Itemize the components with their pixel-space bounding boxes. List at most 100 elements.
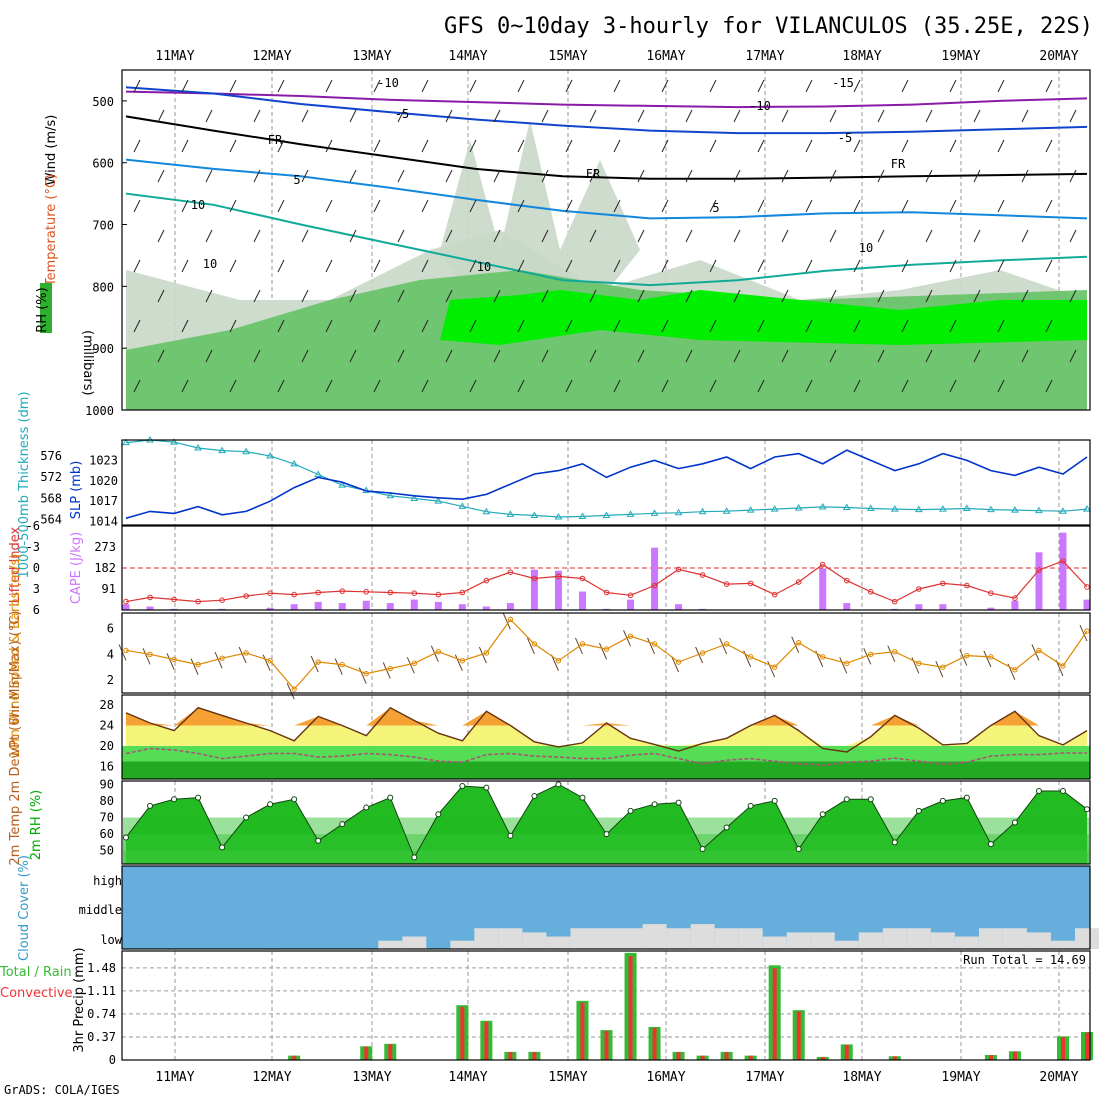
wind-barb — [277, 139, 285, 153]
wind-speed-point — [411, 660, 417, 667]
wind-barb — [277, 379, 285, 393]
wind-barb-10m — [767, 660, 776, 678]
run-total-label: Run Total = 14.69 — [963, 953, 1086, 967]
wind-barb — [301, 109, 309, 123]
wind-barb — [493, 349, 501, 363]
thickness-point — [242, 447, 251, 455]
precip-convective-bar — [532, 1052, 537, 1060]
thickness-point — [338, 481, 347, 488]
li-tick-label: 6 — [33, 603, 40, 617]
wind-barb — [373, 199, 381, 213]
wind-barb — [157, 109, 165, 123]
wind-barb — [685, 349, 693, 363]
slp-tick-label: 1023 — [89, 453, 118, 467]
date-label-top: 18MAY — [842, 49, 881, 64]
wind-barb-10m — [262, 654, 271, 671]
contour-label: 10 — [203, 257, 217, 271]
wind-speed-point — [123, 647, 129, 654]
top-date-axis: 11MAY 12MAY 13MAY 14MAY 15MAY 16MAY 17MAY 18MAY… — [155, 49, 1078, 64]
wind-barb — [349, 169, 357, 183]
precip-convective-bar — [892, 1056, 897, 1060]
date-label-top: 11MAY — [155, 49, 194, 64]
wind-speed-point — [699, 650, 706, 656]
wind-speed-point — [747, 654, 754, 660]
low-cloud-bar — [642, 924, 667, 949]
wind-barb — [613, 259, 621, 273]
li-point — [771, 591, 778, 598]
wind-barb — [1045, 259, 1053, 273]
precip-tick-label: 0.37 — [87, 1030, 116, 1044]
temperature-isoline — [125, 192, 1088, 287]
wind-barb — [973, 349, 981, 363]
rh-point — [507, 832, 514, 839]
li-point — [1036, 567, 1042, 573]
precip-convective-bar — [508, 1052, 513, 1060]
wind-barb — [469, 259, 477, 273]
wind-barb — [661, 79, 669, 93]
cape-axis-title: CAPE (J/kg) — [69, 532, 84, 604]
wind-barb — [1045, 199, 1053, 213]
wind-barb — [733, 289, 741, 303]
wind-barb-10m — [526, 637, 535, 655]
wind-barb — [253, 349, 261, 363]
li-point — [603, 589, 610, 596]
thickness-point — [506, 510, 515, 517]
wind-barb — [421, 259, 429, 273]
temp-band-lower — [122, 761, 1090, 779]
wind-speed-point — [892, 649, 898, 655]
date-label-top: 15MAY — [548, 49, 587, 64]
cape-bar — [651, 547, 659, 610]
wind-barb — [133, 319, 141, 333]
rh-point — [459, 782, 466, 789]
li-tick-label: -6 — [26, 519, 40, 533]
wind-barb — [253, 289, 261, 303]
low-cloud-bar — [546, 936, 571, 949]
rh-point — [171, 796, 178, 803]
wind-speed-point — [291, 686, 297, 692]
rh-point — [291, 796, 298, 803]
wind-barb — [493, 169, 501, 183]
li-point — [627, 592, 634, 599]
pressure-tick-label: 800 — [92, 280, 114, 294]
wind-speed-point — [387, 665, 393, 672]
wind-barb — [781, 349, 789, 363]
wind-barb-10m — [599, 642, 607, 660]
wind-barb — [325, 259, 333, 273]
thickness-point — [650, 509, 659, 516]
wind-speed-point — [771, 664, 778, 670]
panel-frame — [121, 694, 1091, 780]
wind-barb-10m — [334, 658, 343, 675]
low-cloud-bar — [954, 936, 979, 949]
rh-point — [651, 801, 658, 808]
wind-barb — [901, 139, 909, 153]
rh-band — [123, 817, 1089, 864]
rh-point — [891, 839, 898, 846]
cape-bar — [122, 604, 130, 610]
wind-barb — [541, 289, 549, 303]
wind-barb — [661, 379, 669, 393]
wind-speed-point — [315, 659, 321, 665]
wind-barb — [973, 229, 981, 243]
li-point — [363, 589, 370, 595]
wind-barb — [469, 139, 477, 153]
wind-speed-point — [147, 651, 153, 657]
wind-barb — [1021, 169, 1029, 183]
low-cloud-bar — [762, 936, 787, 949]
thickness-point — [530, 511, 539, 518]
wind-barb — [709, 79, 717, 93]
date-label-top: 17MAY — [745, 49, 784, 64]
wind-barb — [853, 319, 861, 333]
rh-band — [123, 850, 1089, 864]
wind-barb — [325, 379, 333, 393]
wind-barb — [397, 229, 405, 243]
li-point — [339, 588, 346, 594]
rh-point — [411, 854, 418, 861]
wind-speed-point — [844, 660, 850, 667]
rh-point — [195, 794, 202, 801]
rh-point — [963, 794, 970, 801]
rh-point — [1011, 819, 1018, 826]
wind-barb — [181, 379, 189, 393]
thickness-point — [170, 438, 178, 445]
wind-barb-10m — [382, 662, 391, 679]
